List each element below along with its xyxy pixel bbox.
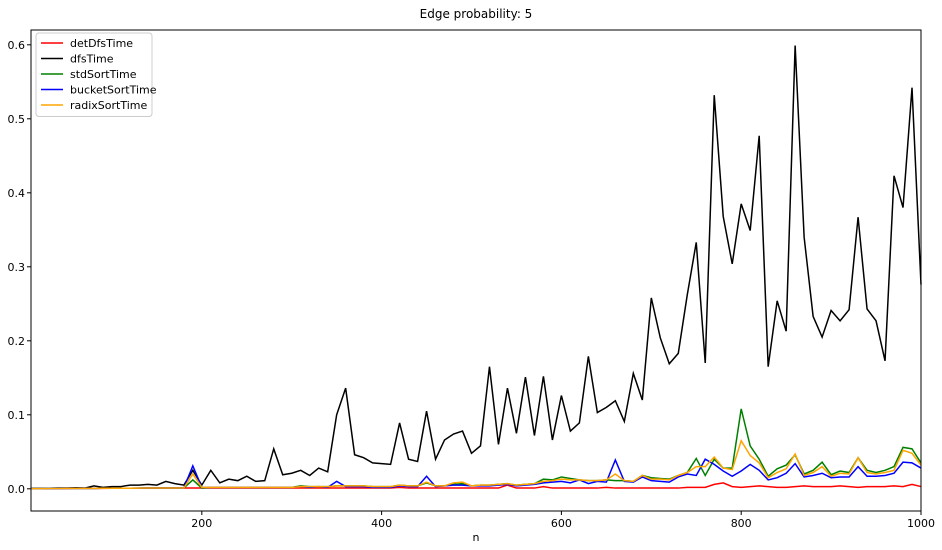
legend-label: bucketSortTime [70,84,157,97]
x-tick-label: 800 [731,517,752,530]
x-axis-label: n [473,531,480,544]
y-tick-label: 0.5 [8,113,26,126]
legend-label: radixSortTime [70,99,148,112]
plot-frame [30,29,922,512]
y-tick-label: 0.6 [8,39,26,52]
y-tick-label: 0.2 [8,335,26,348]
legend-label: stdSortTime [70,68,137,81]
legend-label: detDfsTime [70,37,133,50]
x-tick-label: 1000 [907,517,935,530]
chart-title: Edge probability: 5 [420,7,533,21]
series-line [30,45,922,490]
x-tick-label: 400 [371,517,392,530]
legend-box [35,32,153,117]
y-tick-label: 0.4 [8,187,26,200]
x-tick-label: 600 [551,517,572,530]
y-tick-label: 0.0 [8,483,26,496]
series-line [31,438,922,490]
legend-label: dfsTime [70,53,114,66]
y-tick-label: 0.1 [8,409,26,422]
y-tick-label: 0.3 [8,261,26,274]
x-tick-label: 200 [191,517,212,530]
